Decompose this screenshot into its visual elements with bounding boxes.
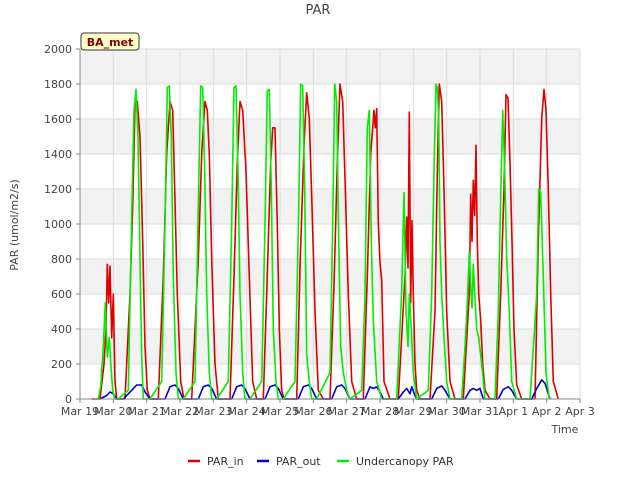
chart-title: PAR (306, 3, 331, 18)
x-tick-label: Mar 24 (228, 405, 266, 418)
plot-band (80, 189, 580, 224)
y-tick-label: 2000 (44, 43, 72, 56)
x-tick-label: Apr 3 (565, 405, 595, 418)
legend-label: PAR_in (207, 455, 244, 468)
x-tick-label: Mar 28 (361, 405, 399, 418)
y-tick-label: 1000 (44, 218, 72, 231)
badge: BA_met (80, 32, 140, 51)
badge-box (80, 32, 140, 51)
legend-label: Undercanopy PAR (356, 455, 454, 468)
series-layer (91, 83, 560, 400)
x-tick-label: Mar 26 (294, 405, 332, 418)
plot-band (80, 259, 580, 294)
x-axis-label: Time (551, 423, 579, 436)
y-tick-label: 400 (51, 323, 72, 336)
y-axis-label: PAR (umol/m2/s) (8, 179, 21, 271)
x-tick-label: Mar 29 (394, 405, 432, 418)
x-tick-label: Mar 21 (128, 405, 166, 418)
plot-band (80, 49, 580, 84)
y-tick-label: 1400 (44, 148, 72, 161)
x-tick-label: Mar 31 (461, 405, 499, 418)
legend: PAR_in PAR_out Undercanopy PAR (188, 455, 454, 468)
x-tick-label: Mar 23 (194, 405, 232, 418)
y-tick-label: 200 (51, 358, 72, 371)
x-tick-label: Apr 1 (499, 405, 529, 418)
series-par-out (99, 378, 551, 400)
plot-band (80, 119, 580, 154)
y-tick-label: 800 (51, 253, 72, 266)
x-tick-label: Mar 22 (161, 405, 199, 418)
x-tick-label: Mar 20 (94, 405, 132, 418)
x-tick-label: Mar 25 (261, 405, 299, 418)
legend-label: PAR_out (276, 455, 321, 468)
grid-lines (79, 48, 581, 400)
y-tick-label: 1800 (44, 78, 72, 91)
x-tick-label: Mar 19 (61, 405, 99, 418)
y-tick-label: 600 (51, 288, 72, 301)
badge-label: BA_met (87, 36, 134, 49)
axes: 0 200 400 600 800 1000 1200 1400 1600 1800 2000 Mar… (44, 43, 595, 418)
y-tick-label: 0 (65, 393, 72, 406)
y-tick-label: 1200 (44, 183, 72, 196)
series-undercanopy-par (97, 83, 551, 400)
y-tick-label: 1600 (44, 113, 72, 126)
x-tick-label: Mar 30 (428, 405, 466, 418)
x-tick-label: Apr 2 (532, 405, 562, 418)
x-tick-label: Mar 27 (328, 405, 366, 418)
